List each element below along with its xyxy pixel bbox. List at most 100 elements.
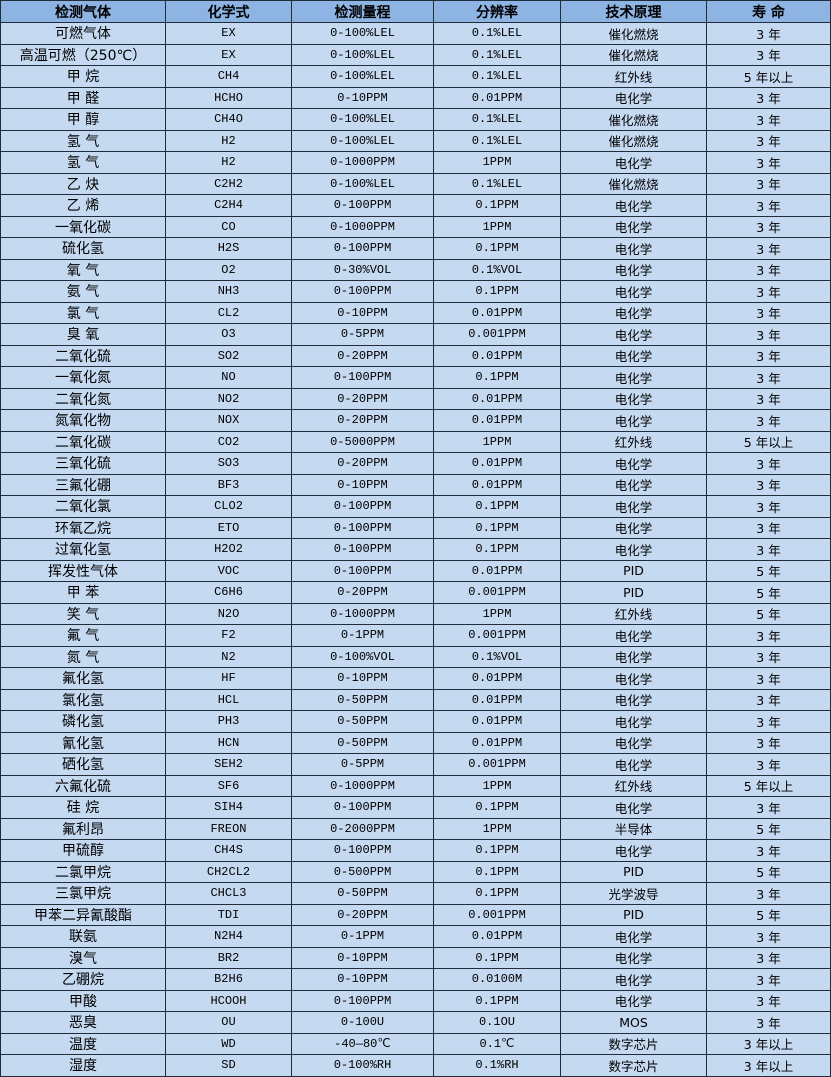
range-cell: 0-20PPM <box>291 344 434 367</box>
table-row: 氰化氢 HCN 0-50PPM 0.01PPM 电化学 3 年 <box>0 731 831 754</box>
table-row: 二氧化硫 SO2 0-20PPM 0.01PPM 电化学 3 年 <box>0 344 831 367</box>
formula-cell: O3 <box>165 323 292 346</box>
range-cell: 0-100%RH <box>291 1054 434 1077</box>
formula-cell: F2 <box>165 624 292 647</box>
range-cell: 0-1000PPM <box>291 774 434 797</box>
table-row: 环氧乙烷 ETO 0-100PPM 0.1PPM 电化学 3 年 <box>0 516 831 539</box>
resolution-cell: 0.1PPM <box>433 366 561 389</box>
principle-cell: 电化学 <box>560 452 707 475</box>
table-row: 一氧化氮 NO 0-100PPM 0.1PPM 电化学 3 年 <box>0 366 831 389</box>
formula-cell: HCHO <box>165 86 292 109</box>
range-cell: 0-20PPM <box>291 387 434 410</box>
gas-name-cell: 甲 苯 <box>0 581 166 604</box>
lifespan-cell: 3 年 <box>706 344 831 367</box>
gas-name-cell: 甲 醇 <box>0 108 166 131</box>
gas-name-cell: 硒化氢 <box>0 753 166 776</box>
lifespan-cell: 3 年 <box>706 925 831 948</box>
gas-name-cell: 乙 炔 <box>0 172 166 195</box>
lifespan-cell: 5 年 <box>706 602 831 625</box>
formula-cell: SEH2 <box>165 753 292 776</box>
range-cell: 0-500PPM <box>291 860 434 883</box>
lifespan-cell: 3 年 <box>706 538 831 561</box>
lifespan-cell: 3 年 <box>706 129 831 152</box>
principle-cell: 半导体 <box>560 817 707 840</box>
table-row: 氟化氢 HF 0-10PPM 0.01PPM 电化学 3 年 <box>0 667 831 690</box>
range-cell: 0-100PPM <box>291 796 434 819</box>
formula-cell: SF6 <box>165 774 292 797</box>
principle-cell: 电化学 <box>560 280 707 303</box>
formula-cell: CH4O <box>165 108 292 131</box>
principle-cell: 电化学 <box>560 946 707 969</box>
formula-cell: HCL <box>165 688 292 711</box>
formula-cell: PH3 <box>165 710 292 733</box>
formula-cell: NO <box>165 366 292 389</box>
gas-name-cell: 氨 气 <box>0 280 166 303</box>
range-cell: 0-100%VOL <box>291 645 434 668</box>
gas-name-cell: 氮 气 <box>0 645 166 668</box>
formula-cell: C2H4 <box>165 194 292 217</box>
range-cell: 0-10PPM <box>291 667 434 690</box>
header-resolution: 分辨率 <box>433 0 561 23</box>
gas-name-cell: 二氧化氮 <box>0 387 166 410</box>
formula-cell: CHCL3 <box>165 882 292 905</box>
principle-cell: 电化学 <box>560 989 707 1012</box>
range-cell: 0-50PPM <box>291 688 434 711</box>
table-row: 氮氧化物 NOX 0-20PPM 0.01PPM 电化学 3 年 <box>0 409 831 432</box>
principle-cell: 电化学 <box>560 366 707 389</box>
range-cell: 0-10PPM <box>291 968 434 991</box>
gas-name-cell: 氧 气 <box>0 258 166 281</box>
range-cell: 0-100PPM <box>291 237 434 260</box>
lifespan-cell: 3 年 <box>706 946 831 969</box>
table-row: 甲 醛 HCHO 0-10PPM 0.01PPM 电化学 3 年 <box>0 86 831 109</box>
lifespan-cell: 3 年 <box>706 624 831 647</box>
resolution-cell: 0.001PPM <box>433 753 561 776</box>
gas-name-cell: 湿度 <box>0 1054 166 1077</box>
table-row: 甲硫醇 CH4S 0-100PPM 0.1PPM 电化学 3 年 <box>0 839 831 862</box>
lifespan-cell: 3 年 <box>706 688 831 711</box>
principle-cell: 电化学 <box>560 839 707 862</box>
resolution-cell: 0.01PPM <box>433 710 561 733</box>
resolution-cell: 0.1PPM <box>433 516 561 539</box>
principle-cell: 电化学 <box>560 237 707 260</box>
gas-name-cell: 六氟化硫 <box>0 774 166 797</box>
lifespan-cell: 5 年 <box>706 903 831 926</box>
range-cell: 0-5PPM <box>291 323 434 346</box>
resolution-cell: 1PPM <box>433 774 561 797</box>
table-row: 甲酸 HCOOH 0-100PPM 0.1PPM 电化学 3 年 <box>0 989 831 1012</box>
gas-name-cell: 三氯甲烷 <box>0 882 166 905</box>
resolution-cell: 0.1PPM <box>433 946 561 969</box>
gas-name-cell: 一氧化氮 <box>0 366 166 389</box>
resolution-cell: 0.1PPM <box>433 280 561 303</box>
table-row: 甲 醇 CH4O 0-100%LEL 0.1%LEL 催化燃烧 3 年 <box>0 108 831 131</box>
principle-cell: 电化学 <box>560 731 707 754</box>
range-cell: 0-100%LEL <box>291 43 434 66</box>
range-cell: 0-10PPM <box>291 86 434 109</box>
lifespan-cell: 3 年 <box>706 22 831 45</box>
table-row: 联氨 N2H4 0-1PPM 0.01PPM 电化学 3 年 <box>0 925 831 948</box>
resolution-cell: 0.01PPM <box>433 387 561 410</box>
lifespan-cell: 3 年 <box>706 495 831 518</box>
principle-cell: 电化学 <box>560 258 707 281</box>
lifespan-cell: 3 年 <box>706 731 831 754</box>
lifespan-cell: 3 年 <box>706 237 831 260</box>
gas-name-cell: 氟化氢 <box>0 667 166 690</box>
principle-cell: 电化学 <box>560 301 707 324</box>
resolution-cell: 0.1PPM <box>433 796 561 819</box>
lifespan-cell: 3 年 <box>706 301 831 324</box>
resolution-cell: 0.01PPM <box>433 344 561 367</box>
formula-cell: HCOOH <box>165 989 292 1012</box>
formula-cell: N2H4 <box>165 925 292 948</box>
resolution-cell: 0.01PPM <box>433 925 561 948</box>
table-row: 二氧化氮 NO2 0-20PPM 0.01PPM 电化学 3 年 <box>0 387 831 410</box>
table-row: 三氯甲烷 CHCL3 0-50PPM 0.1PPM 光学波导 3 年 <box>0 882 831 905</box>
range-cell: 0-50PPM <box>291 882 434 905</box>
resolution-cell: 0.1PPM <box>433 882 561 905</box>
formula-cell: N2 <box>165 645 292 668</box>
principle-cell: 电化学 <box>560 495 707 518</box>
gas-name-cell: 乙硼烷 <box>0 968 166 991</box>
range-cell: 0-2000PPM <box>291 817 434 840</box>
resolution-cell: 0.1PPM <box>433 495 561 518</box>
gas-name-cell: 氰化氢 <box>0 731 166 754</box>
gas-name-cell: 甲苯二异氰酸酯 <box>0 903 166 926</box>
resolution-cell: 0.1%LEL <box>433 43 561 66</box>
